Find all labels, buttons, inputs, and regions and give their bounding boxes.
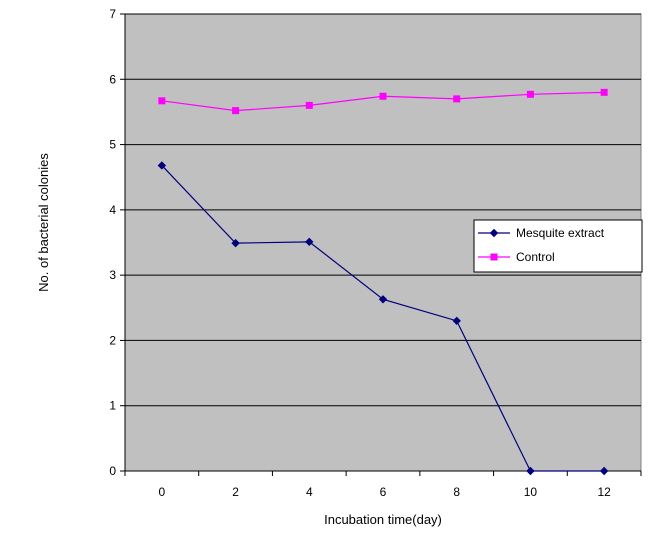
data-point: [600, 88, 608, 96]
data-point: [526, 466, 535, 476]
data-point: [490, 253, 498, 261]
data-point: [526, 90, 534, 98]
x-tick-label: 6: [380, 485, 387, 499]
y-axis-ticks: 0 1 2 3 4 5 6 7: [109, 7, 125, 478]
y-tick-label: 6: [109, 72, 116, 86]
y-tick-label: 5: [109, 138, 116, 152]
data-point: [379, 92, 387, 100]
series: [158, 88, 608, 115]
data-point: [489, 228, 499, 238]
y-axis-title: No. of bacterial colonies: [36, 153, 51, 292]
legend-box: [473, 219, 643, 273]
x-axis-title: Incubation time(day): [324, 512, 442, 527]
data-point: [378, 295, 388, 304]
y-tick-label: 2: [109, 333, 116, 347]
data-point: [305, 101, 313, 109]
y-tick-label: 4: [109, 203, 116, 217]
gridlines: [125, 13, 641, 407]
y-tick-label: 3: [109, 268, 116, 282]
y-tick-label: 7: [109, 7, 116, 21]
x-tick-label: 0: [159, 485, 166, 499]
data-point: [157, 161, 167, 170]
y-tick-label: 0: [109, 464, 116, 478]
data-point: [158, 97, 166, 105]
x-tick-label: 4: [306, 485, 313, 499]
legend-label: Control: [516, 250, 555, 264]
data-point: [305, 237, 314, 247]
series: [157, 161, 609, 476]
x-tick-label: 12: [597, 485, 611, 499]
legend: Mesquite extract Control: [473, 219, 643, 273]
y-tick-label: 1: [109, 399, 116, 413]
x-tick-label: 8: [453, 485, 460, 499]
data-point: [453, 95, 461, 103]
x-tick-label: 10: [524, 485, 538, 499]
x-axis-ticks: 0 2 4 6 8 10 12: [124, 471, 642, 499]
legend-label: Mesquite extract: [516, 226, 605, 240]
series-group: [157, 88, 609, 476]
data-point: [599, 466, 609, 476]
x-tick-label: 2: [232, 485, 239, 499]
data-point: [452, 316, 461, 326]
data-point: [232, 107, 240, 115]
data-point: [231, 238, 240, 248]
